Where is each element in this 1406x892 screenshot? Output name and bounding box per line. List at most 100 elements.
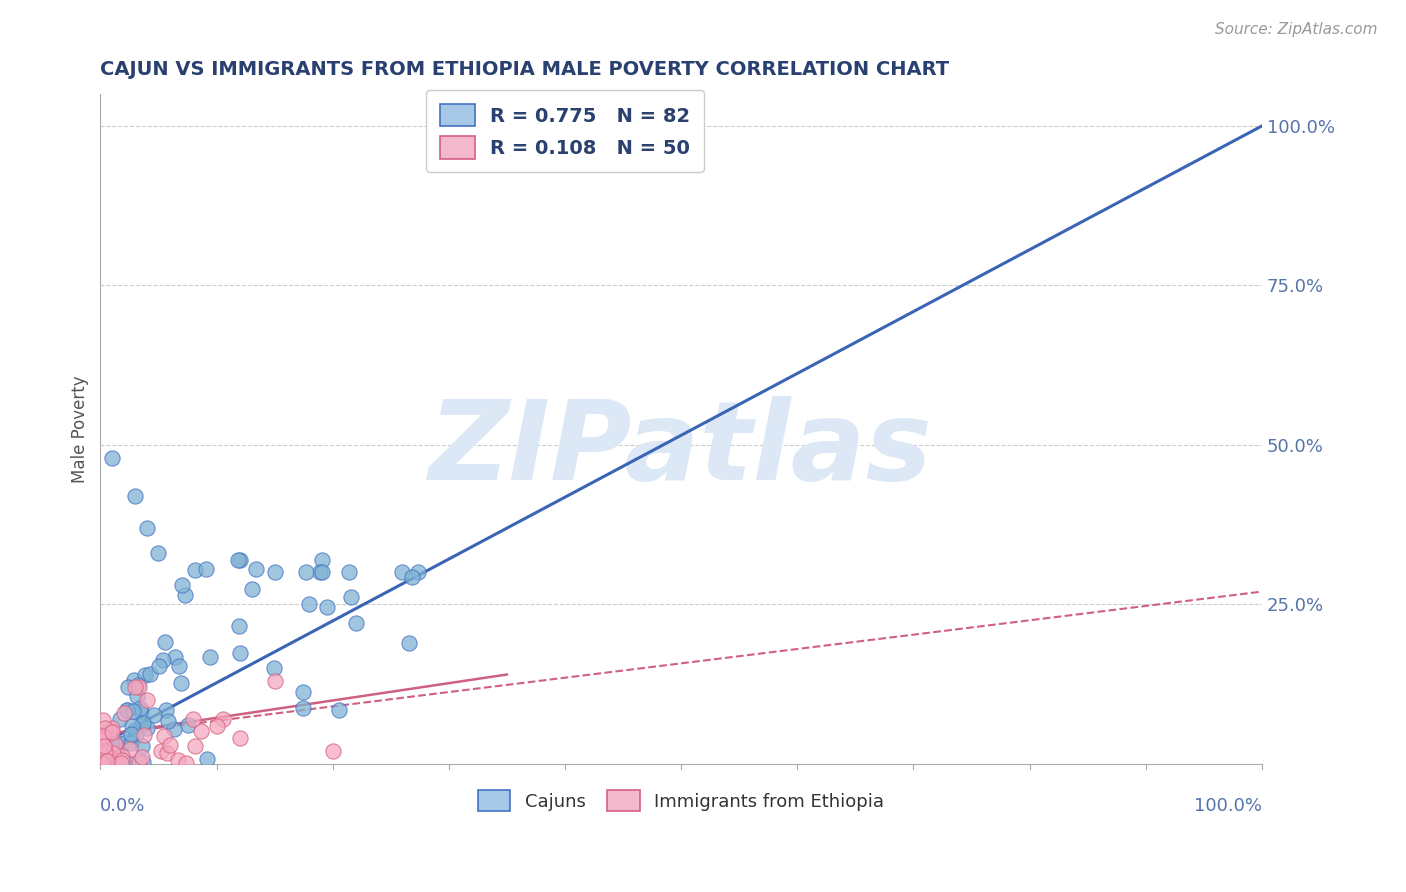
Point	[240, 582, 263, 596]
Point	[132, 755, 155, 769]
Point	[127, 677, 149, 691]
Point	[115, 703, 138, 717]
Point	[135, 693, 157, 707]
Point	[128, 680, 150, 694]
Point	[311, 552, 333, 566]
Point	[93, 752, 115, 766]
Point	[148, 546, 170, 560]
Point	[111, 754, 134, 768]
Point	[163, 650, 186, 665]
Point	[90, 756, 112, 771]
Point	[135, 721, 157, 735]
Point	[124, 680, 146, 694]
Point	[103, 753, 125, 767]
Point	[94, 756, 117, 771]
Point	[115, 756, 138, 771]
Point	[176, 756, 198, 770]
Point	[121, 727, 143, 741]
Point	[184, 563, 207, 577]
Point	[195, 561, 218, 575]
Point	[229, 731, 252, 746]
Point	[101, 725, 124, 739]
Point	[94, 721, 117, 735]
Point	[97, 724, 120, 739]
Point	[120, 736, 142, 750]
Point	[153, 635, 176, 649]
Point	[322, 744, 344, 758]
Point	[94, 745, 117, 759]
Point	[200, 650, 222, 665]
Point	[132, 715, 155, 730]
Point	[94, 755, 117, 769]
Point	[121, 719, 143, 733]
Point	[91, 713, 114, 727]
Point	[184, 739, 207, 754]
Point	[344, 616, 367, 631]
Point	[104, 742, 127, 756]
Point	[211, 713, 233, 727]
Point	[112, 706, 135, 720]
Point	[311, 566, 333, 580]
Point	[128, 755, 150, 769]
Point	[292, 685, 315, 699]
Point	[264, 566, 287, 580]
Point	[94, 746, 117, 760]
Point	[163, 722, 186, 736]
Point	[309, 566, 332, 580]
Point	[205, 718, 228, 732]
Point	[117, 703, 139, 717]
Point	[177, 718, 200, 732]
Point	[263, 673, 285, 688]
Point	[298, 598, 321, 612]
Point	[337, 566, 360, 580]
Point	[170, 578, 193, 592]
Point	[122, 673, 145, 687]
Text: ZIPatlas: ZIPatlas	[429, 395, 934, 502]
Point	[117, 681, 139, 695]
Point	[226, 552, 249, 566]
Point	[93, 747, 115, 762]
Point	[108, 712, 131, 726]
Point	[153, 729, 176, 743]
Point	[167, 753, 190, 767]
Point	[111, 749, 134, 764]
Point	[190, 724, 212, 739]
Point	[291, 701, 314, 715]
Point	[134, 668, 156, 682]
Point	[124, 489, 146, 503]
Text: 0.0%: 0.0%	[100, 797, 146, 815]
Point	[108, 739, 131, 753]
Point	[150, 744, 173, 758]
Point	[174, 588, 197, 602]
Point	[159, 738, 181, 752]
Point	[263, 661, 285, 675]
Point	[315, 599, 337, 614]
Point	[103, 756, 125, 770]
Point	[93, 751, 115, 765]
Text: Source: ZipAtlas.com: Source: ZipAtlas.com	[1215, 22, 1378, 37]
Point	[90, 747, 112, 761]
Point	[391, 566, 413, 580]
Point	[152, 653, 174, 667]
Point	[328, 703, 350, 717]
Point	[148, 658, 170, 673]
Text: CAJUN VS IMMIGRANTS FROM ETHIOPIA MALE POVERTY CORRELATION CHART: CAJUN VS IMMIGRANTS FROM ETHIOPIA MALE P…	[100, 60, 949, 78]
Point	[103, 748, 125, 763]
Point	[103, 747, 125, 761]
Point	[142, 708, 165, 723]
Y-axis label: Male Poverty: Male Poverty	[72, 376, 89, 483]
Point	[245, 562, 267, 576]
Point	[131, 739, 153, 753]
Point	[93, 750, 115, 764]
Point	[295, 566, 318, 580]
Point	[110, 756, 132, 771]
Point	[156, 746, 179, 760]
Point	[195, 752, 218, 766]
Point	[101, 450, 124, 465]
Point	[101, 751, 124, 765]
Point	[406, 566, 429, 580]
Point	[103, 740, 125, 755]
Point	[156, 714, 179, 728]
Point	[120, 741, 142, 756]
Point	[138, 666, 160, 681]
